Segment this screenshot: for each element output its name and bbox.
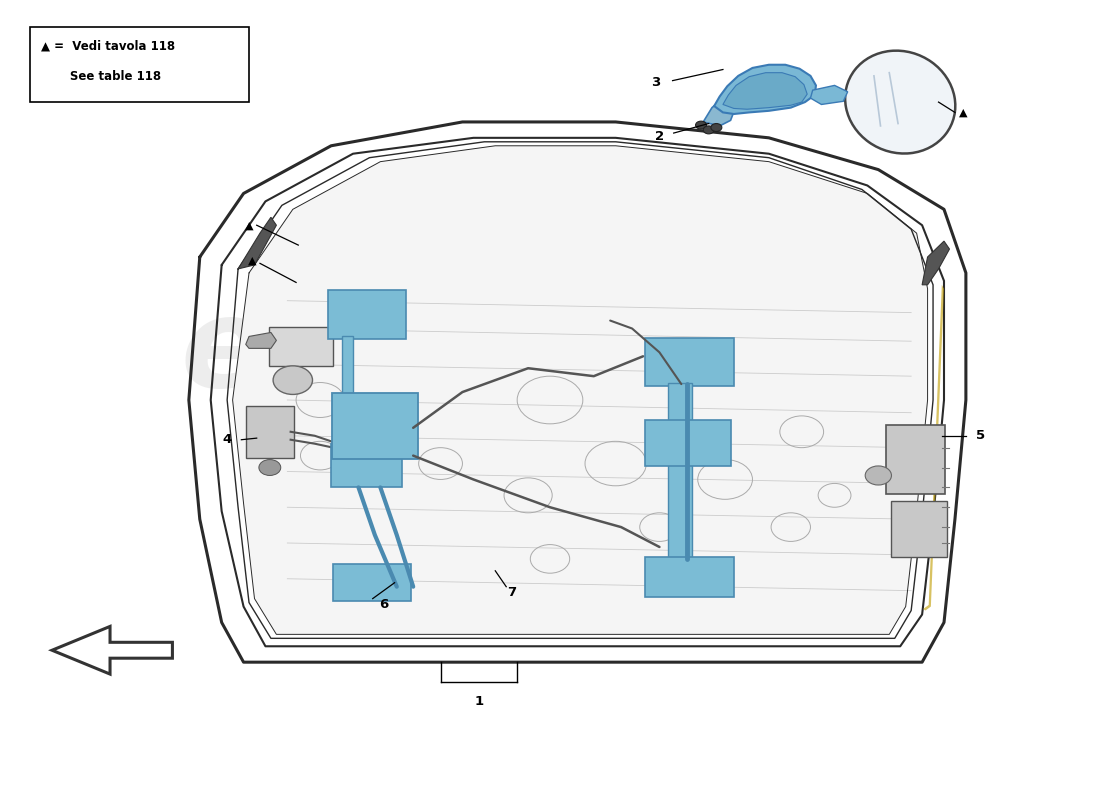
FancyBboxPatch shape <box>646 557 734 597</box>
Circle shape <box>703 126 714 134</box>
Text: la passion: la passion <box>278 426 713 501</box>
Polygon shape <box>245 333 276 348</box>
Text: See table 118: See table 118 <box>41 70 162 83</box>
Circle shape <box>711 123 722 131</box>
Polygon shape <box>714 65 816 114</box>
FancyBboxPatch shape <box>333 565 411 601</box>
Polygon shape <box>238 218 276 269</box>
Bar <box>30 26 249 102</box>
Polygon shape <box>922 241 949 285</box>
Text: 4: 4 <box>222 434 232 446</box>
Text: ▲: ▲ <box>249 256 256 266</box>
FancyBboxPatch shape <box>245 406 294 458</box>
Circle shape <box>258 459 280 475</box>
Text: 2: 2 <box>654 130 664 142</box>
Polygon shape <box>811 86 848 105</box>
Polygon shape <box>342 337 353 444</box>
FancyBboxPatch shape <box>646 338 734 386</box>
Polygon shape <box>331 444 403 487</box>
Polygon shape <box>703 98 736 126</box>
Polygon shape <box>723 73 807 110</box>
Text: ▲: ▲ <box>245 220 253 230</box>
FancyBboxPatch shape <box>891 501 947 558</box>
Ellipse shape <box>845 50 955 154</box>
Text: 3: 3 <box>651 76 661 89</box>
FancyBboxPatch shape <box>332 393 418 458</box>
Text: 5: 5 <box>976 430 984 442</box>
FancyBboxPatch shape <box>668 382 692 572</box>
Text: 6: 6 <box>379 598 388 611</box>
Polygon shape <box>52 626 173 674</box>
Polygon shape <box>232 146 927 634</box>
Circle shape <box>866 466 891 485</box>
Text: ▲ =  Vedi tavola 118: ▲ = Vedi tavola 118 <box>41 39 175 52</box>
Text: 1: 1 <box>474 695 483 708</box>
Text: ▲: ▲ <box>959 107 968 118</box>
Polygon shape <box>923 285 944 610</box>
Circle shape <box>695 121 706 129</box>
Circle shape <box>273 366 312 394</box>
FancyBboxPatch shape <box>646 420 730 466</box>
FancyBboxPatch shape <box>886 426 945 494</box>
Text: europ: europ <box>180 292 591 413</box>
FancyBboxPatch shape <box>328 290 406 339</box>
FancyBboxPatch shape <box>268 327 333 366</box>
Text: 7: 7 <box>507 586 516 598</box>
Text: since 1985: since 1985 <box>458 526 861 592</box>
